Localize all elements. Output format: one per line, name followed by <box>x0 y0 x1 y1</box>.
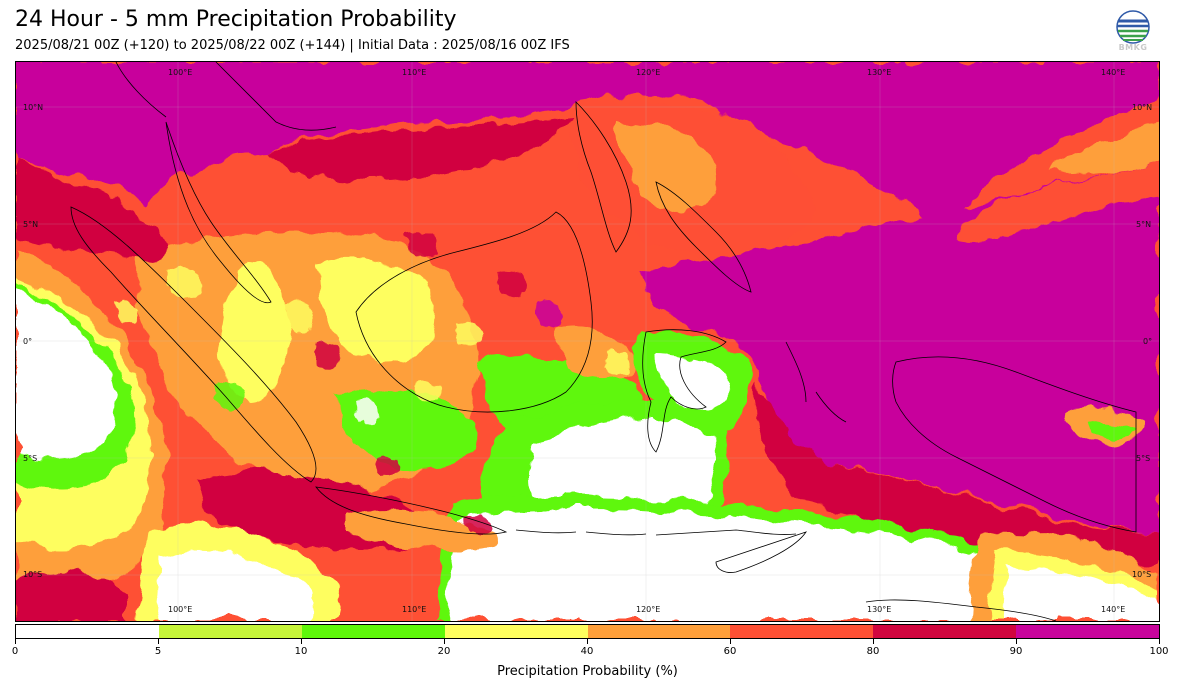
probability-field <box>16 62 1159 621</box>
lon-label-bottom-140: 140°E <box>1101 605 1126 614</box>
lon-label-bottom-120: 120°E <box>636 605 661 614</box>
colorbar-tick-label-90: 90 <box>1009 646 1023 657</box>
precipitation-map: 100°E 110°E 120°E 130°E 140°E 100°E 110°… <box>15 61 1160 622</box>
colorbar-tick-label-20: 20 <box>437 646 451 657</box>
colorbar-tick <box>587 639 588 644</box>
lon-label-bottom-110: 110°E <box>402 605 427 614</box>
colorbar-tick <box>158 639 159 644</box>
colorbar-tick <box>444 639 445 644</box>
lat-label-left-10n: 10°N <box>23 103 44 112</box>
lon-label-top-130: 130°E <box>867 68 892 77</box>
lat-label-left-eq: 0° <box>23 337 33 346</box>
colorbar-tick <box>1159 639 1160 644</box>
lon-label-bottom-130: 130°E <box>867 605 892 614</box>
colorbar <box>15 624 1160 639</box>
lon-label-top-110: 110°E <box>402 68 427 77</box>
coastlines <box>70 62 1137 621</box>
lat-label-left-10s: 10°S <box>23 570 43 579</box>
colorbar-tick-label-100: 100 <box>1149 646 1169 657</box>
colorbar-tick-label-80: 80 <box>866 646 880 657</box>
colorbar-segment-0-5 <box>16 625 159 638</box>
map-subtitle: 2025/08/21 00Z (+120) to 2025/08/22 00Z … <box>15 38 570 53</box>
lon-label-bottom-100: 100°E <box>168 605 193 614</box>
colorbar-tick <box>873 639 874 644</box>
colorbar-tick-label-5: 5 <box>154 646 162 657</box>
lat-label-left-5s: 5°S <box>23 454 38 463</box>
colorbar-tick-label-0: 0 <box>11 646 19 657</box>
colorbar-tick <box>15 639 16 644</box>
lat-label-right-5n: 5°N <box>1136 220 1152 229</box>
colorbar-segment-20-40 <box>444 625 588 638</box>
lat-label-right-5s: 5°S <box>1136 454 1151 463</box>
lon-label-top-120: 120°E <box>636 68 661 77</box>
colorbar-tick-label-10: 10 <box>294 646 308 657</box>
logo-text: BMKG <box>1118 43 1148 52</box>
colorbar-tick-label-60: 60 <box>723 646 737 657</box>
colorbar-tick <box>301 639 302 644</box>
lat-label-right-eq: 0° <box>1143 337 1153 346</box>
colorbar-tick <box>730 639 731 644</box>
colorbar-segment-10-20 <box>301 625 445 638</box>
colorbar-segment-90-100 <box>1016 625 1159 638</box>
bmkg-logo: BMKG <box>1113 10 1153 56</box>
lon-label-top-100: 100°E <box>168 68 193 77</box>
colorbar-label: Precipitation Probability (%) <box>497 664 678 679</box>
colorbar-segment-80-90 <box>873 625 1017 638</box>
colorbar-tick <box>1016 639 1017 644</box>
lon-label-top-140: 140°E <box>1101 68 1126 77</box>
lat-label-right-10s: 10°S <box>1132 570 1152 579</box>
colorbar-segment-40-60 <box>587 625 731 638</box>
colorbar-segment-60-80 <box>730 625 874 638</box>
colorbar-tick-label-40: 40 <box>580 646 594 657</box>
lat-label-left-5n: 5°N <box>23 220 39 229</box>
map-title: 24 Hour - 5 mm Precipitation Probability <box>15 7 457 32</box>
colorbar-segment-5-10 <box>158 625 302 638</box>
globe-icon <box>1116 10 1150 44</box>
lat-label-right-10n: 10°N <box>1132 103 1153 112</box>
